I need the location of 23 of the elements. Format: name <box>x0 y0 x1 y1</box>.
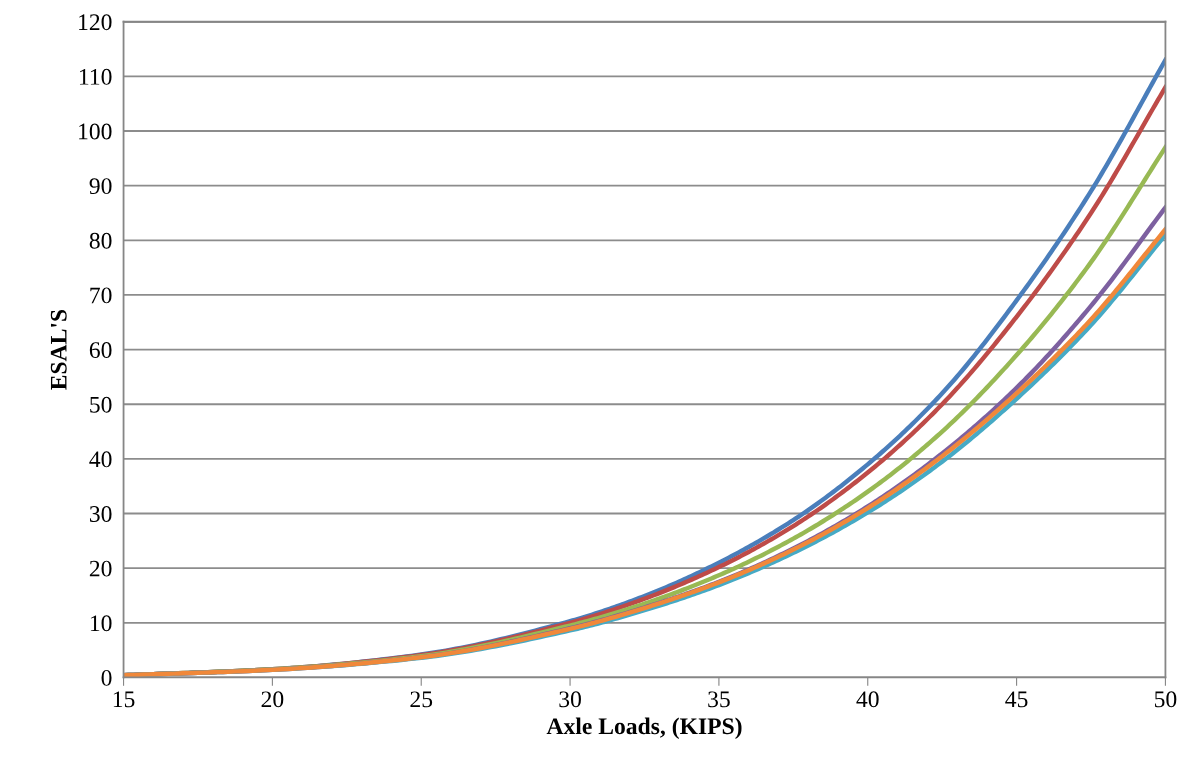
x-tick-label: 20 <box>261 691 284 708</box>
y-tick-label: 30 <box>89 506 112 522</box>
x-tick-label: 15 <box>113 691 135 708</box>
y-tick-label: 40 <box>89 451 112 468</box>
x-tick-label: 40 <box>856 691 879 708</box>
x-tick-label: 35 <box>708 691 730 708</box>
y-tick-label: 50 <box>90 396 112 413</box>
y-tick-label: 0 <box>101 669 112 686</box>
y-tick-label: 60 <box>89 342 112 359</box>
y-tick-label: 70 <box>90 287 112 304</box>
x-tick-label: 25 <box>410 691 433 708</box>
y-tick-label: 90 <box>89 178 112 195</box>
x-axis-title: Axle Loads, (KIPS) <box>546 717 742 740</box>
y-tick-label: 100 <box>79 123 112 140</box>
y-tick-label: 110 <box>79 68 112 85</box>
y-tick-label: 10 <box>90 615 112 632</box>
y-tick-label: 120 <box>79 14 112 31</box>
y-tick-label: 80 <box>89 232 112 249</box>
y-axis-title: ESAL'S <box>50 309 67 390</box>
x-tick-label: 30 <box>559 691 581 708</box>
x-tick-label: 50 <box>1154 691 1177 708</box>
y-tick-label: 20 <box>89 560 112 577</box>
x-tick-label: 45 <box>1005 691 1028 708</box>
